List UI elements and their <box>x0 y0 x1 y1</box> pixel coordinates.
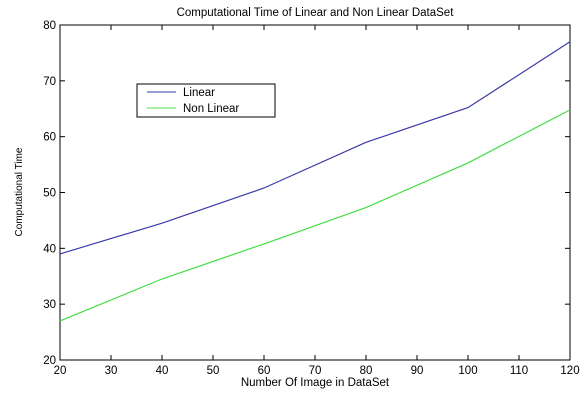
x-tick-label: 120 <box>560 365 579 377</box>
y-tick-label: 50 <box>43 188 56 200</box>
y-tick-label: 80 <box>43 20 56 32</box>
x-tick-label: 80 <box>360 365 373 377</box>
plot-frame <box>59 24 571 361</box>
y-tick-label: 60 <box>43 132 56 144</box>
legend-label-non-linear: Non Linear <box>183 103 239 115</box>
y-tick-label: 70 <box>43 76 56 88</box>
x-tick-label: 100 <box>458 365 477 377</box>
x-tick-label: 30 <box>105 365 118 377</box>
chart-title: Computational Time of Linear and Non Lin… <box>177 7 455 19</box>
x-tick-label: 110 <box>510 365 528 377</box>
y-tick-label: 30 <box>43 299 56 311</box>
x-tick-label: 40 <box>156 365 169 377</box>
x-tick-label: 90 <box>411 365 424 377</box>
series-line-non-linear <box>59 109 571 322</box>
y-tick-label: 40 <box>43 243 56 255</box>
x-tick-label: 20 <box>54 365 67 377</box>
series-line-linear <box>59 41 571 255</box>
axis-ticks: 20 30 40 50 60 70 80 90 100 110 120 20 30 40 50 60 70 80 <box>43 20 579 377</box>
legend: Linear Non Linear <box>136 83 276 118</box>
legend-box <box>136 83 276 118</box>
x-tick-label: 60 <box>258 365 271 377</box>
y-tick-label: 20 <box>43 355 56 367</box>
legend-label-linear: Linear <box>183 87 215 99</box>
x-tick-label: 70 <box>309 365 322 377</box>
y-axis-label: Computational Time <box>14 147 25 236</box>
series-lines <box>59 41 571 322</box>
x-tick-label: 50 <box>207 365 220 377</box>
x-axis-label: Number Of Image in DataSet <box>241 377 390 389</box>
